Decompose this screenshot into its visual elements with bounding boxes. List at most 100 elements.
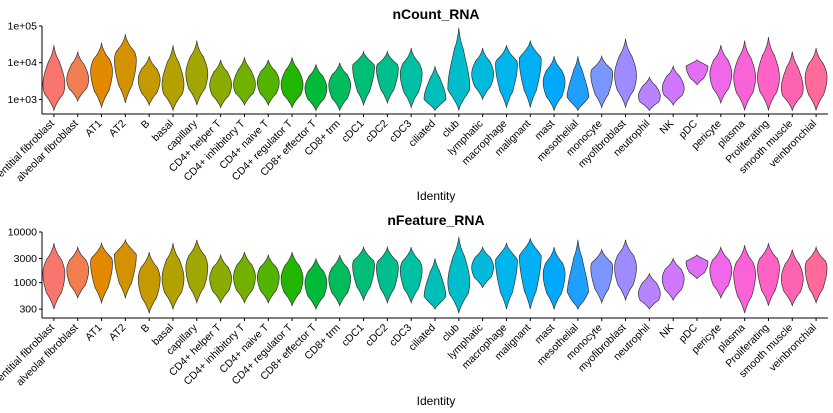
x-tick-label: AT1	[83, 118, 105, 140]
panel-title: nCount_RNA	[392, 6, 479, 22]
violin-cd4-naive-t	[256, 253, 280, 304]
violin-mast	[542, 247, 566, 311]
violin-monocyte	[590, 54, 614, 109]
x-tick-label: AT2	[107, 118, 129, 140]
violin-neutrophil	[638, 76, 661, 112]
violin-b	[137, 252, 161, 315]
violin-lymphatic	[471, 48, 494, 101]
x-tick-label: NK	[657, 118, 676, 137]
x-tick-label: cDC2	[363, 322, 390, 349]
violin-pdc	[685, 254, 709, 280]
panel-title: nFeature_RNA	[387, 212, 484, 228]
violin-cd4-helper-t	[209, 253, 232, 304]
violin-plasma	[733, 245, 756, 314]
violin-basal	[161, 45, 185, 112]
violin-myofibroblast	[614, 239, 637, 302]
violin-smooth-muscle	[780, 249, 804, 307]
violin-ciliated	[423, 258, 447, 310]
violin-cd4-helper-t	[209, 59, 232, 109]
violin-myofibroblast	[614, 38, 637, 108]
x-tick-label: NK	[657, 322, 676, 341]
violin-at1	[90, 241, 113, 305]
violin-macrophage	[495, 241, 518, 310]
violin-neutrophil	[638, 272, 661, 310]
violin-nk	[661, 64, 685, 106]
x-tick-label: AT2	[107, 322, 129, 344]
x-tick-label: ciliated	[406, 322, 438, 354]
violin-proliferating	[757, 243, 780, 306]
violin-cd8-trm	[328, 62, 352, 112]
y-tick-labels: 300 1000 3000 10000	[8, 227, 37, 316]
violin-pericyte	[709, 45, 733, 105]
violin-cd4-regulator-t	[280, 252, 304, 307]
violin-malignant	[518, 238, 542, 310]
y-tick-label: 1000	[14, 277, 38, 289]
x-tick-label: cDC2	[363, 118, 390, 145]
violin-proliferating	[757, 37, 780, 111]
violin-cdc2	[376, 245, 399, 305]
x-axis-title: Identity	[417, 394, 456, 408]
violin-pericyte	[709, 245, 733, 299]
violin-mast	[542, 56, 566, 112]
y-tick-label: 3000	[14, 253, 38, 265]
violin-at1	[90, 42, 113, 108]
x-tick-label: cDC1	[339, 322, 366, 349]
panel-nfeature-rna: nFeature_RNA adventitial fibroblastalveo…	[0, 212, 828, 408]
x-axis-title: Identity	[417, 189, 456, 203]
violin-cdc2	[376, 50, 399, 105]
axes	[39, 231, 828, 321]
x-tick-label: B	[139, 322, 152, 335]
y-tick-label: 1e+03	[8, 94, 38, 106]
violin-cd8-trm	[328, 254, 352, 307]
violin-veinbronchial	[804, 48, 828, 111]
y-tick-labels: 1e+03 1e+04 1e+05	[8, 21, 38, 106]
violin-cdc3	[399, 48, 423, 109]
x-tick-label: cDC1	[339, 118, 366, 145]
x-tick-label: B	[139, 118, 152, 131]
violin-cdc3	[399, 247, 423, 304]
violin-veinbronchial	[804, 245, 828, 304]
violin-cdc1	[352, 246, 375, 302]
violin-cd8-effector-t	[304, 64, 328, 112]
violin-club	[447, 236, 471, 314]
violin-group	[42, 27, 828, 112]
violin-at2	[114, 34, 137, 104]
violin-alveolar-fibroblast	[66, 245, 90, 299]
axes	[39, 25, 828, 117]
violin-monocyte	[590, 248, 614, 304]
violin-lymphatic	[471, 246, 494, 289]
violin-adventitial-fibroblast	[42, 243, 66, 310]
x-tick-label: ciliated	[406, 118, 438, 150]
y-tick-label: 300	[19, 304, 37, 316]
violin-macrophage	[495, 45, 518, 108]
violin-cd4-inhibitory-t	[233, 252, 256, 304]
violin-b	[137, 56, 161, 107]
violin-malignant	[518, 40, 542, 108]
violin-pdc	[685, 59, 709, 86]
violin-capillary	[185, 239, 209, 305]
violin-cd4-naive-t	[256, 59, 280, 107]
violin-nk	[661, 257, 685, 301]
violin-ciliated	[423, 66, 447, 112]
violin-mesothelial	[566, 239, 589, 310]
y-tick-label: 1e+05	[8, 21, 38, 33]
violin-alveolar-fibroblast	[66, 51, 90, 103]
violin-group	[42, 236, 828, 315]
violin-capillary	[185, 40, 209, 106]
x-tick-label: AT1	[83, 322, 105, 344]
violin-club	[447, 27, 471, 111]
violin-cd8-effector-t	[304, 258, 328, 311]
violin-adventitial-fibroblast	[42, 45, 66, 112]
violin-plasma	[733, 40, 756, 111]
violin-smooth-muscle	[780, 51, 804, 112]
violin-basal	[161, 243, 185, 311]
y-tick-label: 10000	[8, 227, 37, 239]
violin-at2	[114, 238, 137, 300]
violin-cd4-regulator-t	[280, 57, 304, 109]
violin-mesothelial	[566, 56, 590, 112]
panel-ncount-rna: nCount_RNA adventitial fibroblastalveola…	[0, 6, 828, 203]
y-tick-label: 1e+04	[8, 57, 38, 69]
